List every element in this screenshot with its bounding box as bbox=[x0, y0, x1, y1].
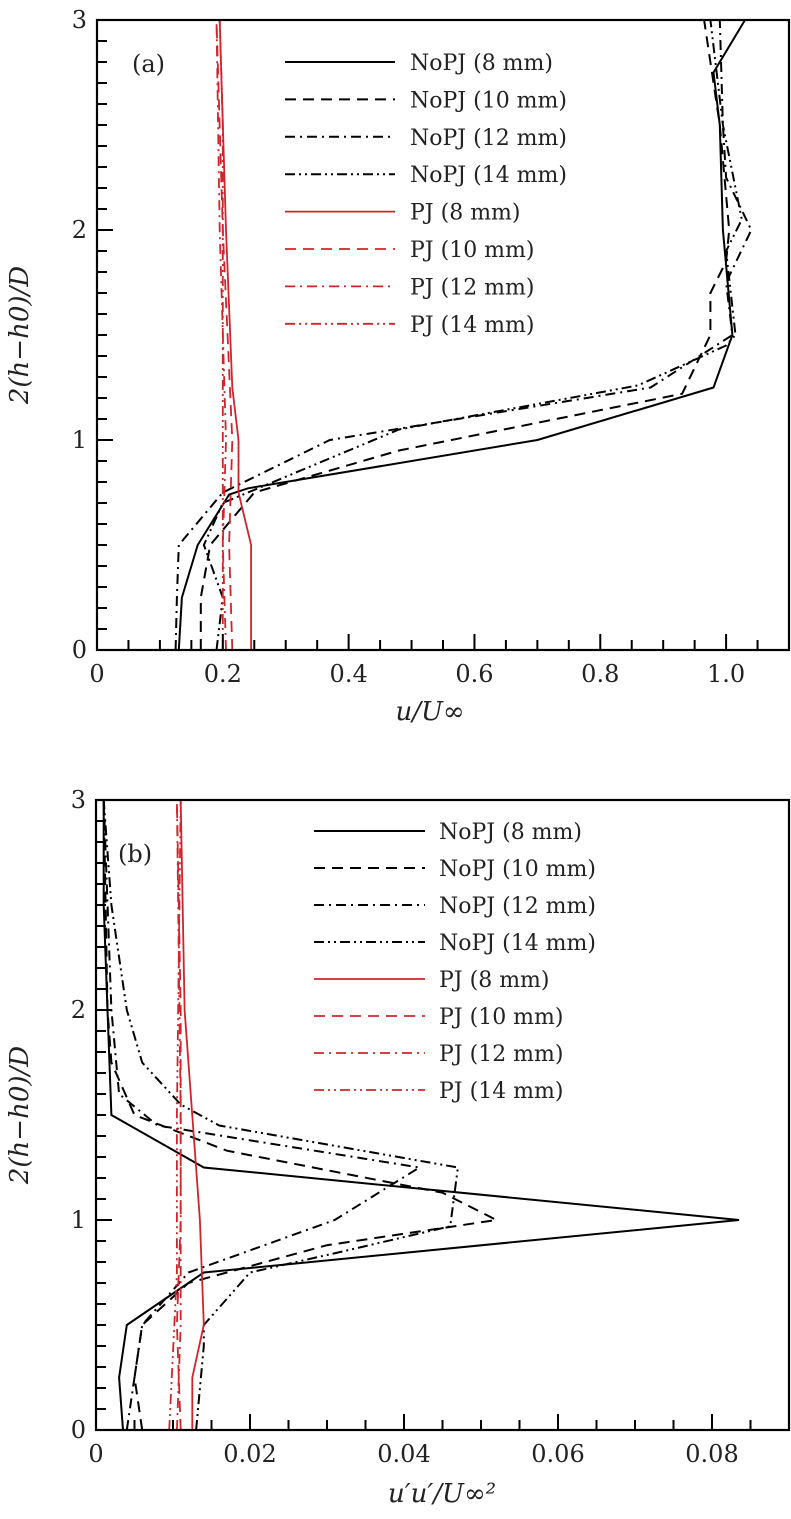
series-line-pj-12-mm bbox=[176, 800, 182, 1430]
legend-entry: PJ (14 mm) bbox=[285, 313, 535, 338]
legend-entry: NoPJ (12 mm) bbox=[314, 894, 596, 919]
x-axis-title: u/U∞ bbox=[395, 697, 464, 727]
series-line-pj-14-mm bbox=[168, 800, 182, 1430]
legend-entry: NoPJ (8 mm) bbox=[285, 51, 553, 76]
y-axis-title: 2(h−h0)/D bbox=[5, 1046, 35, 1185]
series-line-nopj-10-mm bbox=[199, 20, 731, 650]
x-tick-label: 0.6 bbox=[455, 660, 493, 688]
legend-entry: PJ (12 mm) bbox=[285, 275, 535, 300]
y-axis-title: 2(h−h0)/D bbox=[5, 266, 35, 405]
legend-entry: NoPJ (12 mm) bbox=[285, 126, 567, 151]
panel-label: (b) bbox=[118, 840, 152, 868]
y-tick-label: 0 bbox=[71, 1416, 86, 1444]
legend-entry: PJ (8 mm) bbox=[285, 201, 521, 226]
x-tick-label: 0 bbox=[88, 1440, 103, 1468]
panel-b: 0 0.02 0.04 0.06 0.08 0 1 2 3 (b) u′u′/U∞² 2(h−h0)/… bbox=[5, 786, 791, 1509]
legend-label: NoPJ (8 mm) bbox=[439, 820, 582, 845]
x-tick-label: 1.0 bbox=[707, 660, 745, 688]
legend-entry: PJ (10 mm) bbox=[285, 238, 535, 263]
y-tick-label: 2 bbox=[72, 216, 87, 244]
series-line-nopj-14-mm bbox=[102, 800, 460, 1430]
legend-label: PJ (12 mm) bbox=[410, 275, 535, 300]
legend-label: PJ (14 mm) bbox=[439, 1079, 564, 1104]
series-line-pj-10-mm bbox=[215, 20, 234, 650]
legend-label: PJ (8 mm) bbox=[410, 201, 521, 226]
x-tick-label: 0.2 bbox=[204, 660, 242, 688]
y-tick-label: 1 bbox=[72, 426, 87, 454]
legend-label: PJ (14 mm) bbox=[410, 313, 535, 338]
legend-label: PJ (10 mm) bbox=[439, 1005, 564, 1030]
x-tick-label: 0 bbox=[89, 660, 104, 688]
series-line-pj-8-mm bbox=[218, 20, 253, 650]
legend-label: NoPJ (8 mm) bbox=[410, 51, 553, 76]
legend-entry: NoPJ (14 mm) bbox=[285, 163, 567, 188]
legend: NoPJ (8 mm) NoPJ (10 mm) NoPJ (12 mm) NoPJ … bbox=[285, 51, 567, 338]
panel-label: (a) bbox=[132, 50, 165, 78]
panel-a: 0 0.2 0.4 0.6 0.8 1.0 0 1 2 3 (a) u/U∞ 2(h−h0)/D NoPJ… bbox=[5, 6, 791, 727]
x-tick-label: 0.8 bbox=[581, 660, 619, 688]
legend-label: NoPJ (14 mm) bbox=[410, 163, 567, 188]
series-line-nopj-14-mm bbox=[202, 20, 743, 650]
y-tick-label: 3 bbox=[72, 6, 87, 34]
x-axis-title: u′u′/U∞² bbox=[388, 1479, 496, 1509]
series-line-nopj-10-mm bbox=[102, 800, 500, 1430]
series-line-nopj-12-mm bbox=[174, 20, 753, 650]
y-tick-label: 0 bbox=[72, 636, 87, 664]
series-group bbox=[174, 20, 753, 650]
series-line-nopj-8-mm bbox=[102, 800, 740, 1430]
legend-entry: PJ (12 mm) bbox=[314, 1042, 564, 1067]
legend-entry: NoPJ (14 mm) bbox=[314, 931, 596, 956]
legend-entry: PJ (8 mm) bbox=[314, 968, 550, 993]
series-line-pj-12-mm bbox=[215, 20, 227, 650]
x-tick-label: 0.08 bbox=[685, 1440, 738, 1468]
x-tick-label: 0.4 bbox=[330, 660, 368, 688]
y-tick-label: 1 bbox=[71, 1206, 86, 1234]
x-tick-label: 0.04 bbox=[377, 1440, 430, 1468]
series-line-pj-8-mm bbox=[179, 800, 205, 1430]
legend-entry: NoPJ (8 mm) bbox=[314, 820, 582, 845]
legend-label: PJ (10 mm) bbox=[410, 238, 535, 263]
x-tick-label: 0.02 bbox=[223, 1440, 276, 1468]
series-line-pj-14-mm bbox=[218, 20, 224, 650]
series-line-nopj-12-mm bbox=[102, 800, 423, 1430]
x-tick-label: 0.06 bbox=[531, 1440, 584, 1468]
legend-entry: NoPJ (10 mm) bbox=[285, 88, 567, 113]
legend-label: NoPJ (12 mm) bbox=[439, 894, 596, 919]
series-group bbox=[102, 800, 740, 1430]
legend-entry: NoPJ (10 mm) bbox=[314, 857, 596, 882]
legend-entry: PJ (14 mm) bbox=[314, 1079, 564, 1104]
legend-label: NoPJ (10 mm) bbox=[439, 857, 596, 882]
legend-label: PJ (8 mm) bbox=[439, 968, 550, 993]
legend: NoPJ (8 mm) NoPJ (10 mm) NoPJ (12 mm) NoPJ … bbox=[314, 820, 596, 1104]
legend-label: NoPJ (14 mm) bbox=[439, 931, 596, 956]
legend-label: NoPJ (12 mm) bbox=[410, 126, 567, 151]
legend-label: NoPJ (10 mm) bbox=[410, 88, 567, 113]
y-tick-label: 3 bbox=[71, 786, 86, 814]
legend-label: PJ (12 mm) bbox=[439, 1042, 564, 1067]
y-tick-label: 2 bbox=[71, 996, 86, 1024]
legend-entry: PJ (10 mm) bbox=[314, 1005, 564, 1030]
